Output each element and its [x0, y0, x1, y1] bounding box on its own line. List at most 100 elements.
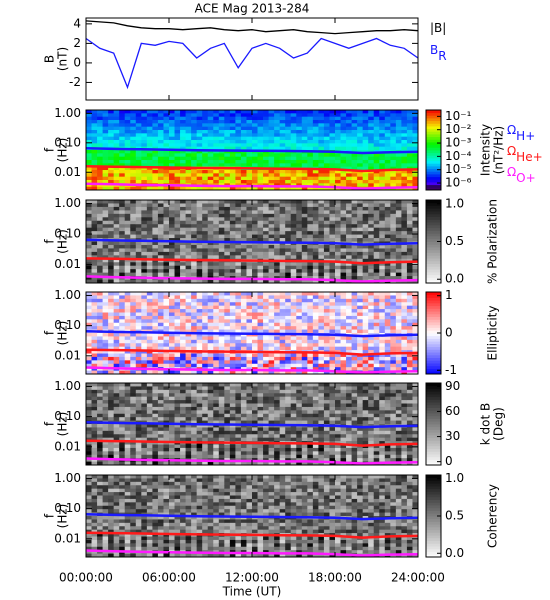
spectrogram-cell [152, 262, 159, 267]
spectrogram-cell [152, 434, 159, 439]
spectrogram-cell [86, 389, 92, 394]
spectrogram-cell [146, 417, 153, 421]
spectrogram-cell [196, 210, 203, 215]
colorbar-cell [426, 233, 441, 237]
spectrogram-cell [224, 163, 231, 168]
spectrogram-cell [279, 227, 286, 232]
spectrogram-cell [373, 126, 380, 131]
spectrogram-cell [252, 217, 258, 222]
spectrogram-cell [379, 153, 386, 158]
spectrogram-cell [301, 329, 308, 334]
spectrogram-cell [301, 206, 308, 211]
colorbar-cell [426, 324, 441, 328]
spectrogram-cell [152, 210, 159, 215]
spectrogram-cell [224, 265, 231, 270]
spectrogram-cell [141, 163, 148, 168]
spectrogram-cell [202, 143, 209, 148]
spectrogram-cell [384, 292, 391, 296]
spectrogram-cell [263, 120, 269, 124]
spectrogram-cell [279, 339, 286, 344]
spectrogram-cell [252, 238, 258, 242]
spectrogram-cell [263, 126, 269, 131]
spectrogram-cell [213, 160, 220, 164]
spectrogram-cell [213, 140, 220, 144]
spectrogram-cell [169, 203, 175, 208]
spectrogram-cell [146, 360, 153, 365]
colorbar-tick-label: 0.0 [445, 272, 464, 286]
spectrogram-cell [335, 255, 341, 260]
spectrogram-cell [157, 110, 164, 114]
spectrogram-cell [135, 326, 142, 330]
spectrogram-cell [307, 224, 314, 229]
spectrogram-cell [169, 156, 175, 161]
spectrogram-cell [312, 336, 319, 341]
spectrogram-cell [373, 255, 380, 260]
spectrogram-cell [263, 163, 269, 168]
spectrogram-cell [157, 451, 164, 456]
spectrogram-cell [312, 319, 319, 324]
spectrogram-cell [329, 231, 336, 235]
spectrogram-cell [102, 113, 109, 118]
spectrogram-cell [141, 451, 148, 456]
spectrogram-cell [163, 227, 170, 232]
spectrogram-cell [91, 417, 98, 421]
spectrogram-cell [229, 248, 236, 253]
spectrogram-cell [108, 210, 115, 215]
spectrogram-cell [108, 302, 115, 307]
spectrogram-cell [174, 136, 181, 141]
spectrogram-cell [235, 238, 242, 242]
spectrogram-cell [196, 326, 203, 330]
spectrogram-cell [229, 153, 236, 158]
spectrogram-cell [213, 353, 220, 358]
spectrogram-cell [146, 120, 153, 124]
spectrogram-cell [108, 258, 115, 263]
y-tick-label: 0.10 [54, 135, 81, 149]
spectrogram-cell [97, 427, 103, 432]
spectrogram-cell [152, 160, 159, 164]
spectrogram-cell [146, 326, 153, 330]
spectrogram-cell [401, 353, 408, 358]
spectrogram-cell [296, 136, 303, 141]
spectrogram-cell [390, 251, 397, 256]
spectrogram-cell [196, 346, 203, 351]
spectrogram-cell [113, 305, 120, 310]
spectrogram-cell [91, 200, 98, 204]
spectrogram-cell [202, 110, 209, 114]
spectrogram-cell [285, 367, 292, 371]
spectrogram-cell [362, 258, 369, 263]
spectrogram-cell [229, 343, 236, 348]
spectrogram-cell [119, 292, 126, 296]
spectrogram-cell [335, 213, 341, 218]
spectrogram-cell [401, 272, 408, 277]
spectrogram-cell [307, 123, 314, 128]
spectrogram-cell [196, 363, 203, 368]
spectrogram-cell [340, 302, 347, 307]
spectrogram-cell [412, 276, 419, 280]
spectrogram-cell [185, 353, 192, 358]
spectrogram-cell [268, 110, 275, 114]
spectrogram-cell [406, 210, 413, 215]
spectrogram-cell [406, 363, 413, 368]
spectrogram-cell [108, 430, 115, 435]
spectrogram-cell [257, 302, 264, 307]
spectrogram-cell [108, 396, 115, 401]
spectrogram-cell [135, 454, 142, 459]
spectrogram-cell [91, 356, 98, 361]
spectrogram-cell [124, 150, 131, 154]
gyrofrequency-line [85, 238, 419, 246]
spectrogram-cell [279, 200, 286, 204]
spectrogram-cell [141, 227, 148, 232]
spectrogram-cell [390, 130, 397, 134]
spectrogram-cell [191, 319, 198, 324]
spectrogram-cell [246, 269, 253, 274]
spectrogram-cell [174, 265, 181, 270]
spectrogram-cell [191, 339, 198, 344]
spectrogram-cell [351, 315, 358, 320]
spectrogram-cell [180, 326, 186, 330]
spectrogram-cell [362, 367, 369, 371]
spectrogram-cell [91, 143, 98, 148]
spectrogram-cell [263, 186, 269, 191]
spectrogram-cell [307, 309, 314, 313]
spectrogram-cell [152, 383, 159, 387]
spectrogram-cell [290, 363, 297, 368]
